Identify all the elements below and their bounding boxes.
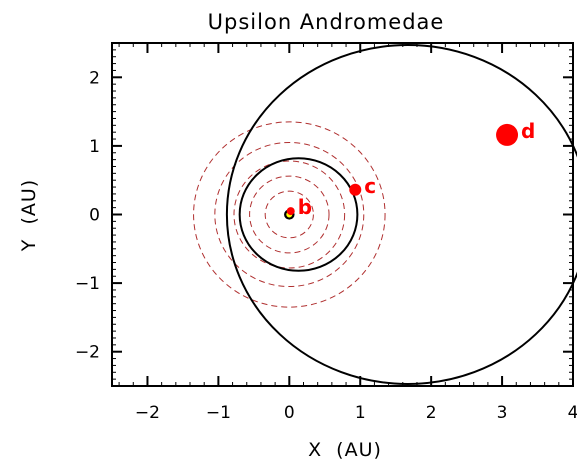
x-tick-label: −1 <box>206 403 231 423</box>
reference-circle-4 <box>214 141 365 288</box>
y-tick-label: −2 <box>75 343 100 363</box>
x-tick-label: 2 <box>426 403 437 423</box>
planet-d-label: d <box>521 119 535 143</box>
planet-c-marker <box>349 183 362 196</box>
planet-b-label: b <box>298 195 312 219</box>
orbit-d <box>225 44 577 385</box>
x-tick-label: −2 <box>135 403 160 423</box>
reference-circle-1 <box>264 190 314 239</box>
plot-frame <box>111 42 574 387</box>
planet-b-marker <box>286 207 295 216</box>
x-tick-label: 4 <box>568 403 577 423</box>
plot-area: b c d −2 −1 0 1 2 3 4 −2 −1 0 1 2 <box>75 42 577 423</box>
chart-title: Upsilon Andromedae <box>208 10 445 34</box>
y-tick-label: 0 <box>89 206 100 226</box>
x-tick-label: 0 <box>284 403 295 423</box>
y-tick-label: 2 <box>89 68 100 88</box>
y-tick-label: 1 <box>89 137 100 157</box>
x-tick-label: 3 <box>497 403 508 423</box>
orbit-c <box>238 157 359 272</box>
reference-circle-2 <box>249 175 330 254</box>
planet-c-label: c <box>364 174 376 198</box>
x-tick-label: 1 <box>355 403 366 423</box>
reference-circle-3 <box>233 160 346 269</box>
y-tick-label: −1 <box>75 274 100 294</box>
planet-d-marker <box>496 123 519 146</box>
y-axis-label: Y (AU) <box>18 179 40 252</box>
x-axis-label: X (AU) <box>308 439 382 461</box>
reference-circle-5 <box>193 121 386 308</box>
